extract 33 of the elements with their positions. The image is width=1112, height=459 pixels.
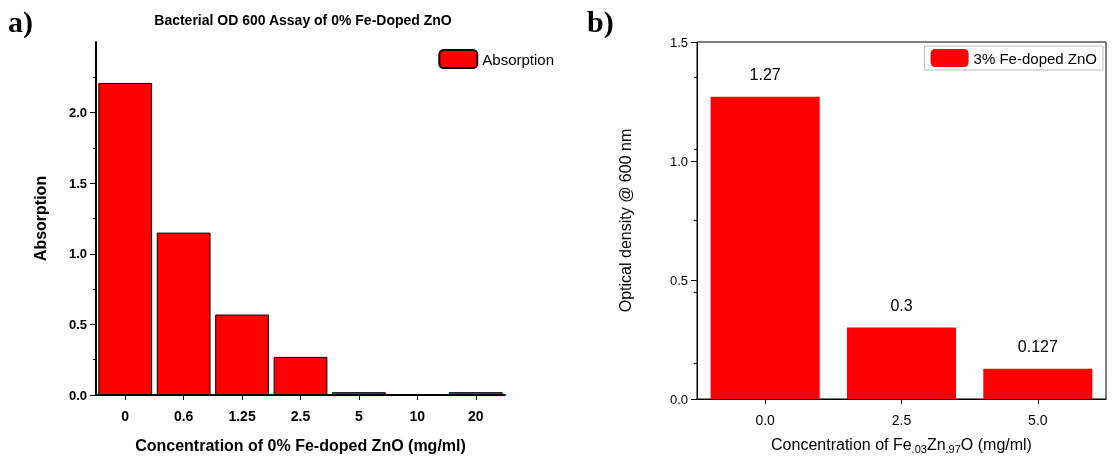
- x-tick-label: 5.0: [1028, 412, 1048, 428]
- y-tick-label: 0.5: [669, 272, 688, 288]
- y-tick-label: 1.5: [669, 34, 688, 50]
- x-tick-label: 1.25: [228, 408, 256, 424]
- text: b): [587, 4, 614, 39]
- data-label: 0.127: [1017, 338, 1058, 356]
- x-tick-label: 0: [121, 408, 130, 424]
- legend-label: 3% Fe-doped ZnO: [973, 49, 1098, 67]
- x-axis-title: Concentration of 0% Fe-doped ZnO (mg/ml): [135, 436, 466, 454]
- y-tick-label: 1.0: [669, 153, 688, 169]
- x-tick-label: 2.5: [891, 412, 912, 428]
- data-label: 0.3: [890, 297, 913, 315]
- y-tick-label: 0.0: [68, 387, 87, 403]
- x-tick-label: 2.5: [290, 408, 311, 424]
- text: a): [8, 4, 33, 39]
- data-label: 1.27: [749, 66, 781, 84]
- x-tick-label: 0.6: [173, 408, 194, 424]
- legend-label: Absorption: [482, 50, 555, 68]
- x-tick-label: 20: [468, 408, 484, 424]
- y-tick-label: 1.0: [68, 246, 87, 262]
- y-axis-title: Absorption: [31, 175, 49, 262]
- bar: [846, 327, 957, 399]
- chart-title: Bacterial OD 600 Assay of 0% Fe-Doped ZnO: [154, 12, 452, 28]
- bar: [710, 96, 820, 399]
- x-tick-label: 0.0: [755, 412, 776, 428]
- x-tick-label: 10: [409, 408, 426, 424]
- y-tick-label: 1.5: [68, 175, 87, 191]
- y-tick-label: 0.5: [68, 316, 87, 332]
- y-axis-title: Optical density @ 600 nm: [616, 128, 634, 313]
- x-tick-label: 5: [355, 408, 364, 424]
- y-tick-label: 2.0: [68, 105, 87, 121]
- y-tick-label: 0.0: [669, 391, 688, 407]
- bar: [983, 368, 1093, 399]
